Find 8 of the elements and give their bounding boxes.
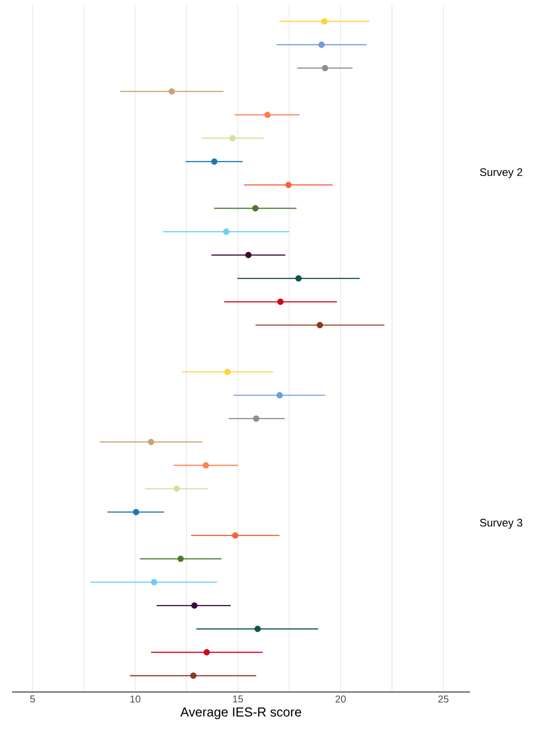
x-tick-label: 10 xyxy=(130,696,140,703)
x-axis-title: Average IES-R score xyxy=(180,707,302,720)
x-tick-label: 20 xyxy=(336,696,346,703)
text: Survey 3 xyxy=(480,518,522,529)
x-tick-label: 5 xyxy=(30,696,35,702)
text: Survey 2 xyxy=(480,168,522,178)
x-tick-label: 25 xyxy=(438,696,448,703)
x-tick-label: 15 xyxy=(233,696,244,702)
